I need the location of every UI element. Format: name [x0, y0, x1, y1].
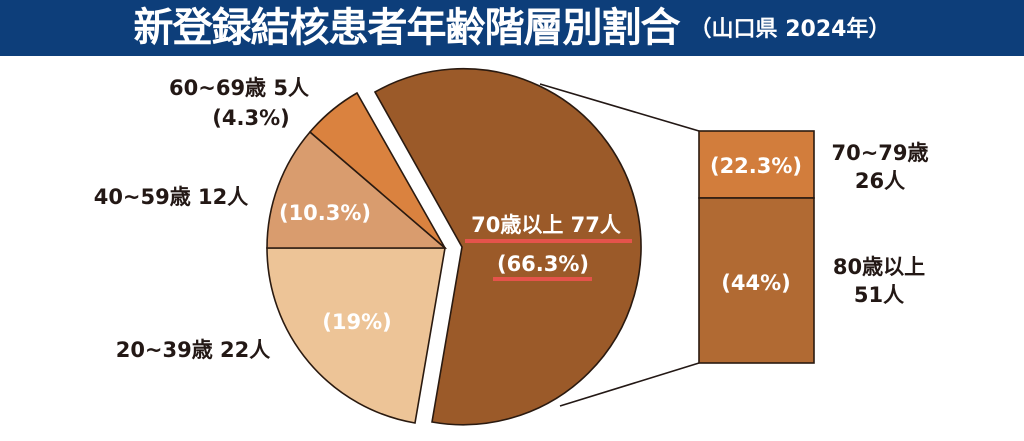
highlight-underline-percent [493, 277, 592, 281]
label-60-69-percent: (4.3%) [212, 106, 289, 130]
label-60-69: 60~69歳 5人 [169, 76, 309, 100]
chart-subtitle: （山口県 2024年） [689, 17, 891, 42]
highlight-underline-count [465, 239, 632, 243]
bar-segment-80-plus [698, 197, 815, 364]
bar-label-80-plus-count: 51人 [854, 283, 904, 307]
slice-40-59 [266, 130, 448, 249]
label-40-59-percent: (10.3%) [279, 201, 371, 225]
bar-label-80-plus: 80歳以上 [833, 255, 925, 279]
slice-70-plus [373, 67, 642, 426]
label-20-39-percent: (19%) [322, 310, 391, 334]
slice-20-39 [266, 247, 446, 424]
bar-label-70-79-count: 26人 [855, 169, 905, 193]
bar-label-80-plus-percent: (44%) [721, 271, 790, 295]
label-20-39: 20~39歳 22人 [116, 338, 271, 362]
title-bar: 新登録結核患者年齢階層別割合 （山口県 2024年） [0, 0, 1024, 56]
bar-label-70-79-percent: (22.3%) [710, 154, 802, 178]
chart-title: 新登録結核患者年齢階層別割合 [133, 5, 681, 51]
label-70-plus: 70歳以上 77人 [471, 213, 621, 237]
label-70-plus-percent: (66.3%) [497, 252, 589, 276]
connector-line-bottom [559, 362, 700, 407]
connector-line-top [539, 83, 700, 132]
label-40-59: 40~59歳 12人 [94, 185, 249, 209]
slice-60-69 [308, 91, 446, 249]
bar-label-70-79: 70~79歳 [831, 141, 928, 165]
